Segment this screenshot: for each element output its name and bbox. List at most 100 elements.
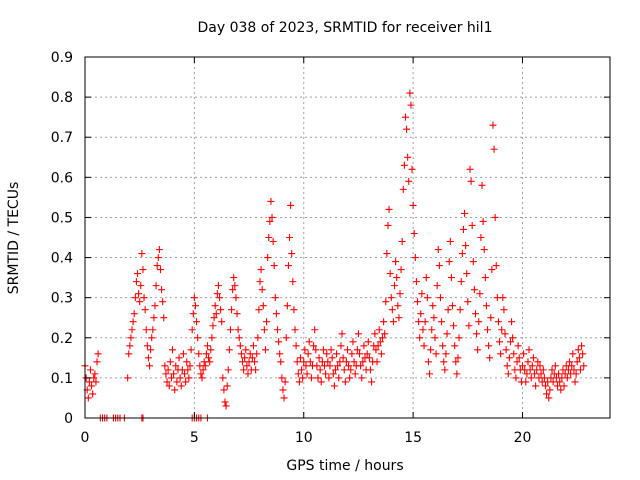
data-point — [512, 374, 520, 382]
data-point — [229, 286, 237, 294]
data-point — [217, 306, 225, 314]
data-point — [181, 370, 189, 378]
data-point — [85, 378, 93, 386]
data-point — [166, 358, 174, 366]
data-point — [135, 290, 143, 298]
data-point — [573, 358, 581, 366]
data-point — [504, 370, 512, 378]
data-point — [532, 382, 540, 390]
data-point — [257, 266, 265, 274]
data-point — [243, 362, 251, 370]
data-point — [205, 354, 213, 362]
data-point — [401, 113, 409, 121]
data-point — [474, 346, 482, 354]
data-point — [249, 342, 257, 350]
data-point — [246, 350, 254, 358]
data-point — [371, 330, 379, 338]
data-point — [204, 342, 211, 350]
data-point — [301, 346, 309, 354]
data-point — [438, 318, 446, 326]
data-point — [258, 286, 266, 294]
data-point — [350, 358, 358, 366]
data-point — [572, 370, 580, 378]
data-point — [303, 370, 311, 378]
data-point — [391, 282, 399, 290]
data-point — [242, 346, 250, 354]
data-point — [199, 366, 207, 374]
data-point — [449, 302, 456, 310]
data-point — [218, 318, 226, 326]
data-point — [399, 185, 407, 193]
data-point — [503, 362, 511, 370]
data-point — [452, 358, 460, 366]
data-point — [213, 290, 221, 298]
data-point — [252, 366, 260, 374]
y-tick-label: 0.4 — [51, 251, 73, 267]
data-point — [420, 342, 428, 350]
data-point — [236, 342, 244, 350]
y-axis-title: SRMTID / TECUs — [6, 182, 22, 295]
data-point — [478, 181, 486, 189]
data-point — [446, 238, 454, 246]
data-point — [569, 350, 577, 358]
data-point — [455, 334, 463, 342]
data-point — [480, 246, 488, 254]
data-point — [150, 314, 158, 322]
data-point — [537, 370, 545, 378]
data-point — [300, 358, 308, 366]
data-point — [327, 346, 335, 354]
data-point — [170, 370, 178, 378]
data-point — [124, 374, 132, 382]
data-point — [466, 165, 474, 173]
data-point — [428, 326, 436, 334]
data-point — [172, 362, 180, 370]
data-point — [92, 378, 100, 386]
data-point — [93, 358, 101, 366]
data-point — [337, 342, 345, 350]
data-point — [430, 314, 438, 322]
data-point — [525, 346, 533, 354]
data-point — [482, 302, 490, 310]
data-point — [190, 294, 198, 302]
data-point — [292, 342, 300, 350]
data-point — [88, 382, 96, 390]
data-point — [148, 334, 156, 342]
data-point — [254, 334, 262, 342]
data-point — [193, 318, 201, 326]
data-point — [531, 370, 539, 378]
data-point — [443, 330, 451, 338]
data-point — [226, 326, 234, 334]
data-point — [209, 322, 217, 330]
data-point — [554, 382, 561, 390]
data-point — [187, 346, 195, 354]
data-point — [484, 326, 491, 334]
data-point — [527, 374, 535, 382]
data-point — [314, 374, 322, 382]
grid — [85, 57, 610, 418]
data-point — [349, 338, 357, 346]
data-point — [267, 197, 275, 205]
data-point — [541, 382, 549, 390]
data-point — [208, 334, 216, 342]
data-point — [340, 366, 348, 374]
data-point — [488, 266, 496, 274]
data-point — [141, 306, 149, 314]
data-point — [86, 366, 94, 374]
data-point — [146, 362, 154, 370]
data-point — [143, 342, 151, 350]
data-point — [173, 378, 181, 386]
data-point — [266, 217, 274, 225]
data-point — [302, 362, 310, 370]
data-point — [477, 234, 485, 241]
data-point — [152, 282, 160, 290]
data-point — [290, 306, 298, 314]
data-point — [268, 213, 276, 221]
data-point — [294, 370, 302, 378]
data-point — [486, 354, 494, 362]
data-point — [454, 354, 462, 362]
data-point — [186, 362, 194, 370]
data-point — [433, 282, 441, 290]
data-point — [127, 334, 135, 342]
data-point — [385, 205, 393, 213]
data-point — [408, 165, 416, 173]
